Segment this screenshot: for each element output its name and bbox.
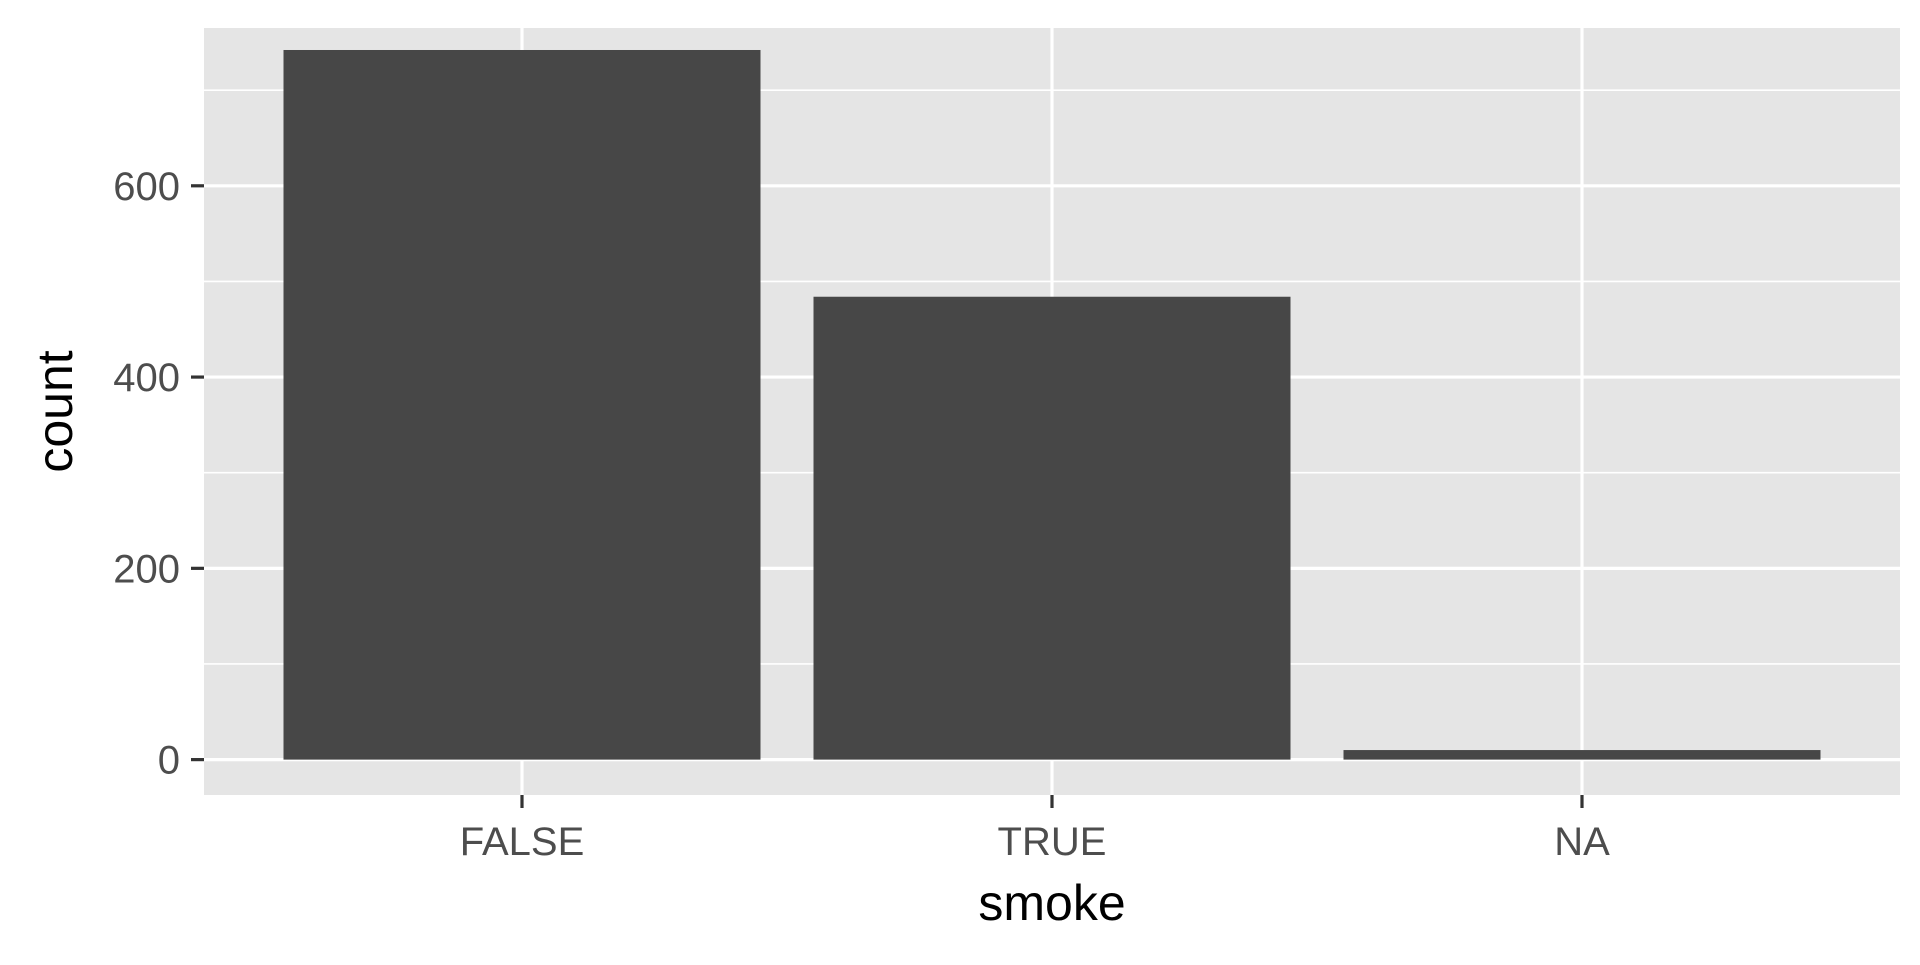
bar-true (813, 296, 1291, 760)
x-axis-title: smoke (978, 875, 1125, 931)
x-tick-label: TRUE (998, 820, 1107, 864)
bars (283, 49, 1821, 760)
y-tick-label: 0 (158, 739, 180, 783)
y-tick-label: 600 (113, 165, 180, 209)
x-tick-label: FALSE (460, 820, 585, 864)
bar-na (1343, 750, 1821, 760)
y-axis: 0 200 400 600 (113, 165, 204, 783)
bar-false (283, 49, 761, 760)
y-axis-title: count (27, 350, 83, 472)
y-tick-label: 200 (113, 547, 180, 591)
x-axis: FALSE TRUE NA (460, 795, 1610, 864)
x-tick-label: NA (1554, 820, 1610, 864)
y-tick-label: 400 (113, 356, 180, 400)
